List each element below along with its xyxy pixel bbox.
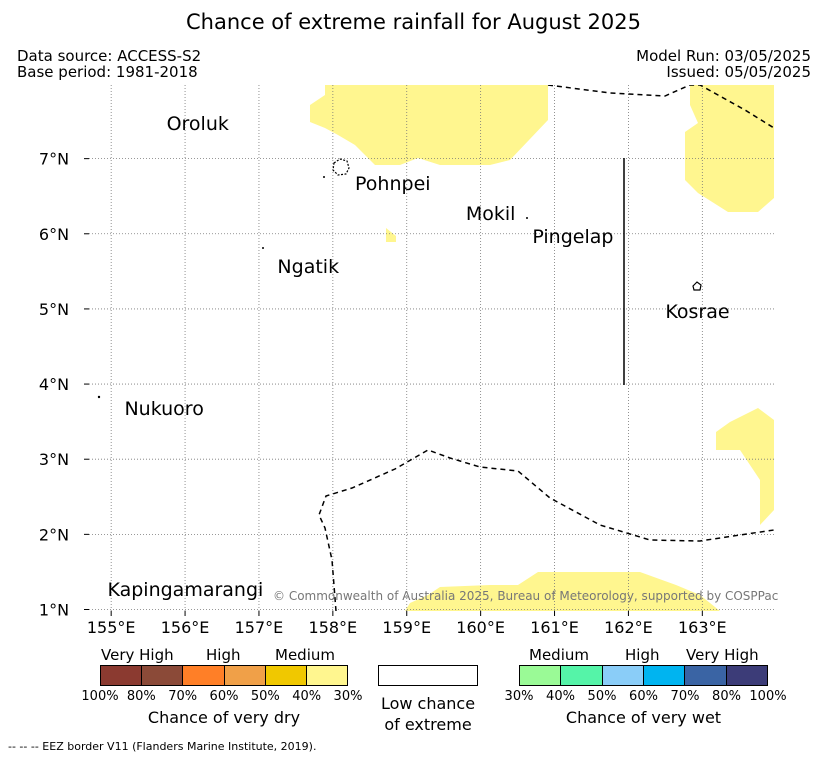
ant-atoll-dot xyxy=(323,176,325,178)
dry-30-40-shading xyxy=(310,85,774,611)
lon-tick-label: 157°E xyxy=(235,618,284,637)
eez-footnote: -- -- -- EEZ border V11 (Flanders Marine… xyxy=(8,740,317,753)
place-label-oroluk: Oroluk xyxy=(166,112,229,135)
place-label-pingelap: Pingelap xyxy=(532,225,614,248)
dry-color-swatch xyxy=(183,666,225,685)
dry-area-pohnpei-south xyxy=(386,228,396,242)
nukuoro-dot xyxy=(97,395,101,399)
eez-border-south xyxy=(318,449,774,611)
lon-tick-label: 161°E xyxy=(530,618,579,637)
copyright-notice: © Commonwealth of Australia 2025, Bureau… xyxy=(273,589,779,603)
wet-colorbar xyxy=(519,665,768,686)
lat-tick-label: 4°N xyxy=(39,375,69,394)
lon-tick-label: 158°E xyxy=(309,618,358,637)
wet-high-label: High xyxy=(625,646,660,664)
dry-percent-label: 80% xyxy=(126,689,156,704)
lon-tick-label: 155°E xyxy=(87,618,136,637)
place-label-kosrae: Kosrae xyxy=(665,300,730,323)
lat-tick-label: 6°N xyxy=(39,225,69,244)
graticule xyxy=(89,85,774,611)
axis-ticks: 155°E 156°E 157°E 158°E 159°E 160°E 161°E 162°E… xyxy=(39,150,727,637)
dry-color-swatch xyxy=(265,666,307,685)
dry-color-swatch xyxy=(224,666,266,685)
place-label-mokil: Mokil xyxy=(465,202,516,225)
dry-area-northeast xyxy=(685,85,774,212)
wet-color-swatch xyxy=(726,666,767,685)
wet-color-swatch xyxy=(561,666,603,685)
map-title: Chance of extreme rainfall for August 20… xyxy=(186,10,641,34)
wet-percent-label: 80% xyxy=(712,689,741,704)
wet-color-swatch xyxy=(520,666,562,685)
data-source: Data source: ACCESS-S2 xyxy=(17,47,202,65)
dry-medium-label: Medium xyxy=(275,646,335,664)
lat-tick-label: 3°N xyxy=(39,450,69,469)
lon-tick-label: 163°E xyxy=(678,618,727,637)
dry-area-east xyxy=(716,408,774,525)
neutral-caption-line2: of extreme xyxy=(384,715,472,734)
dry-percent-label: 70% xyxy=(168,689,198,704)
wet-percent-label: 40% xyxy=(546,689,575,704)
lat-tick-label: 1°N xyxy=(39,600,69,619)
dry-caption: Chance of very dry xyxy=(147,708,301,727)
dry-colorbar xyxy=(100,665,348,686)
lat-tick-label: 2°N xyxy=(39,525,69,544)
dry-very-high-label: Very High xyxy=(101,646,174,664)
lon-tick-label: 159°E xyxy=(382,618,431,637)
base-period: Base period: 1981-2018 xyxy=(17,63,198,81)
pohnpei-island-shape xyxy=(332,158,350,176)
dry-percent-label: 40% xyxy=(292,689,322,704)
lat-tick-label: 5°N xyxy=(39,300,69,319)
dry-percent-label: 30% xyxy=(333,689,363,704)
wet-caption: Chance of very wet xyxy=(565,708,722,727)
wet-very-high-label: Very High xyxy=(686,646,759,664)
dry-percent-label: 50% xyxy=(250,689,280,704)
lat-tick-label: 7°N xyxy=(39,150,69,169)
dry-high-label: High xyxy=(206,646,241,664)
kosrae-island-shape xyxy=(692,281,702,291)
dry-percent-label: 60% xyxy=(209,689,239,704)
wet-percent-label: 30% xyxy=(504,689,534,704)
dry-color-swatch xyxy=(306,666,348,685)
place-label-nukuoro: Nukuoro xyxy=(124,398,204,421)
model-run: Model Run: 03/05/2025 xyxy=(636,47,811,65)
neutral-swatch xyxy=(378,665,478,686)
wet-color-swatch xyxy=(685,666,727,685)
wet-medium-label: Medium xyxy=(529,646,589,664)
wet-percent-label: 70% xyxy=(670,689,700,704)
map-plot-area xyxy=(89,85,774,611)
place-label-kapingamarangi: Kapingamarangi xyxy=(107,578,264,601)
wet-percent-label: 60% xyxy=(629,689,658,704)
dry-area-north xyxy=(310,85,548,165)
place-label-pohnpei: Pohnpei xyxy=(355,172,431,195)
lon-tick-label: 160°E xyxy=(456,618,505,637)
issued-date: Issued: 05/05/2025 xyxy=(666,63,811,81)
wet-percent-label: 100% xyxy=(749,689,787,704)
dry-area-south xyxy=(405,572,720,611)
lon-tick-label: 156°E xyxy=(161,618,210,637)
place-label-ngatik: Ngatik xyxy=(277,255,340,278)
dry-color-swatch xyxy=(142,666,184,685)
dry-color-swatch xyxy=(101,666,143,685)
ngatik-dot xyxy=(262,247,264,249)
wet-color-swatch xyxy=(602,666,644,685)
wet-percent-label: 50% xyxy=(587,689,617,704)
wet-color-swatch xyxy=(643,666,686,685)
pingelap-dot xyxy=(526,217,528,219)
neutral-caption-line1: Low chance xyxy=(380,694,476,713)
lon-tick-label: 162°E xyxy=(604,618,653,637)
dry-percent-label: 100% xyxy=(81,689,119,704)
